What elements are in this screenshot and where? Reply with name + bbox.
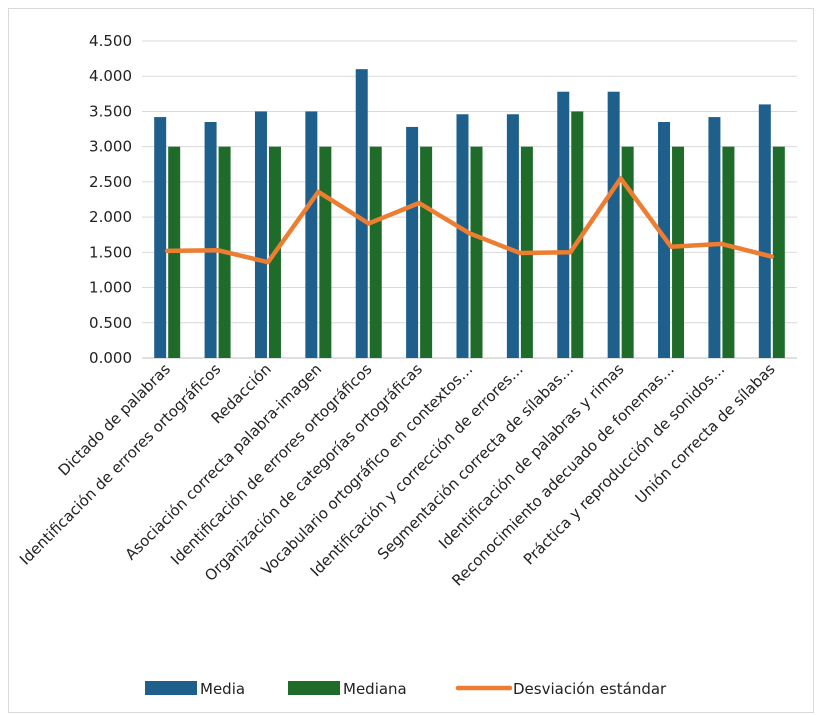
bar-mediana	[722, 146, 735, 358]
y-tick-label: 4.000	[89, 67, 132, 85]
y-tick-label: 3.500	[89, 102, 132, 120]
legend-swatch	[145, 681, 197, 695]
bar-mediana	[772, 146, 785, 358]
chart-frame	[8, 8, 814, 713]
y-axis-ticks: 0.000 0.500 1.000 1.500 2.000 2.500 3.000 3.500…	[89, 32, 132, 367]
y-tick-label: 4.500	[89, 32, 132, 50]
y-tick-label: 2.500	[89, 173, 132, 191]
line-desviacion-estandar	[164, 176, 775, 265]
legend-swatch	[288, 681, 340, 695]
bar-media	[506, 114, 519, 358]
bar-mediana	[420, 146, 433, 358]
bar-layer	[154, 69, 785, 359]
bar-mediana	[470, 146, 483, 358]
y-tick-label: 1.000	[89, 279, 132, 297]
bar-media	[456, 114, 469, 358]
bar-media	[557, 91, 570, 358]
bar-media	[305, 111, 318, 358]
bar-mediana	[571, 111, 584, 358]
y-tick-label: 2.000	[89, 208, 132, 226]
bar-mediana	[621, 146, 634, 358]
x-category-label: Identificación de palabras y rimas	[435, 360, 628, 553]
bar-media	[607, 91, 620, 358]
bar-media	[355, 69, 368, 358]
y-tick-label: 3.000	[89, 138, 132, 156]
y-tick-label: 0.000	[89, 349, 132, 367]
legend-label: Media	[200, 680, 245, 698]
bar-media	[154, 117, 167, 358]
y-tick-label: 0.500	[89, 314, 132, 332]
bar-media	[406, 126, 419, 358]
bar-mediana	[319, 146, 332, 358]
grid-layer	[142, 40, 797, 359]
bar-mediana	[672, 146, 685, 358]
bar-media	[254, 111, 267, 358]
legend-label: Mediana	[343, 680, 407, 698]
line-layer	[164, 176, 775, 265]
y-tick-label: 1.500	[89, 243, 132, 261]
bar-media	[204, 122, 217, 358]
bar-media	[758, 104, 771, 359]
bar-mediana	[369, 146, 382, 358]
bar-media	[708, 117, 721, 358]
legend-label: Desviación estándar	[513, 680, 667, 698]
legend: Media Mediana Desviación estándar	[145, 680, 667, 698]
